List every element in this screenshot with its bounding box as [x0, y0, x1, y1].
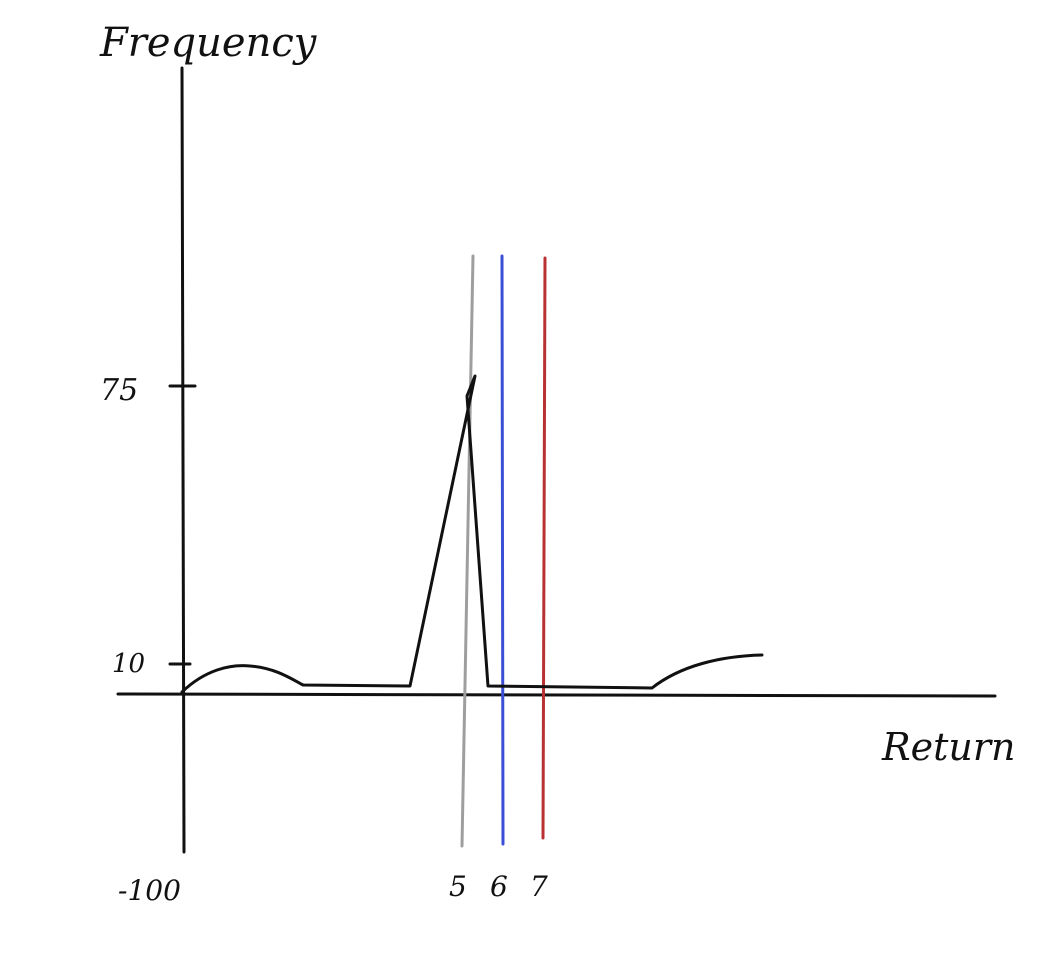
x-tick-label-neg100: -100 [118, 874, 181, 907]
reference-line-5 [460, 254, 475, 848]
y-tick-label-10: 10 [112, 649, 145, 679]
reference-line-6 [500, 254, 505, 846]
y-axis-title: Frequency [99, 20, 318, 66]
reference-line-7 [541, 256, 547, 840]
x-axis-title: Return [881, 725, 1015, 769]
y-tick-label-75: 75 [100, 373, 138, 408]
x-tick-label-6: 6 [490, 870, 508, 903]
x-tick-label-7: 7 [530, 870, 548, 903]
x-tick-label-5: 5 [449, 870, 467, 903]
y-axis [180, 66, 186, 854]
x-axis [116, 692, 997, 698]
distribution-curve [180, 374, 764, 694]
